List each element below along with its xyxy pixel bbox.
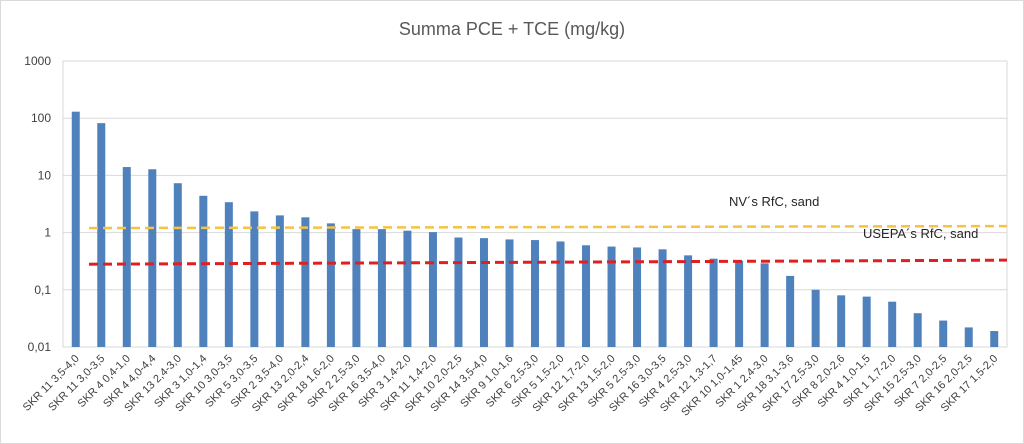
bar-25 xyxy=(709,258,718,347)
bar-16 xyxy=(479,238,488,347)
bar-26 xyxy=(735,260,744,347)
bar-33 xyxy=(913,313,922,347)
y-tick-label-2: 1 xyxy=(44,226,51,240)
y-tick-label-5: 1000 xyxy=(24,54,51,68)
bar-29 xyxy=(811,289,820,347)
bar-9 xyxy=(301,217,310,347)
y-tick-label-3: 10 xyxy=(38,168,52,182)
y-tick-label-1: 0,1 xyxy=(34,283,51,297)
bar-15 xyxy=(454,237,463,347)
bar-30 xyxy=(837,295,846,347)
bar-6 xyxy=(224,202,233,347)
bar-14 xyxy=(428,232,437,347)
reference-lines: NV´s RfC, sand USEPA´s RfC, sand xyxy=(88,194,1008,266)
bar-10 xyxy=(326,223,335,347)
bar-5 xyxy=(199,195,208,347)
bar-19 xyxy=(556,241,565,347)
bars xyxy=(71,111,999,348)
bar-36 xyxy=(990,331,999,347)
bar-21 xyxy=(607,246,616,347)
bar-24 xyxy=(684,255,693,347)
bar-12 xyxy=(377,229,386,347)
bar-11 xyxy=(352,229,361,347)
y-tick-label-4: 100 xyxy=(31,111,51,125)
bar-2 xyxy=(122,167,131,347)
bar-23 xyxy=(658,249,667,347)
bar-13 xyxy=(403,230,412,347)
bar-20 xyxy=(582,245,591,347)
bar-0 xyxy=(71,111,80,348)
bar-35 xyxy=(964,327,973,347)
bar-22 xyxy=(633,247,642,347)
bar-31 xyxy=(862,296,871,347)
bar-1 xyxy=(97,123,106,347)
bar-7 xyxy=(250,211,259,347)
chart-title: Summa PCE + TCE (mg/kg) xyxy=(399,19,625,39)
bar-17 xyxy=(505,239,514,347)
reference-line-label-1: USEPA´s RfC, sand xyxy=(863,226,978,241)
bar-34 xyxy=(939,320,948,347)
bar-32 xyxy=(888,301,897,347)
y-tick-label-0: 0,01 xyxy=(28,340,52,354)
reference-line-label-0: NV´s RfC, sand xyxy=(729,194,819,209)
bar-3 xyxy=(148,169,157,347)
bar-8 xyxy=(275,215,284,347)
y-axis-ticks: 0,01 0,1 1 10 100 1000 xyxy=(24,54,51,354)
bar-27 xyxy=(760,263,769,347)
bar-18 xyxy=(531,240,539,347)
bar-28 xyxy=(786,275,795,347)
grid-lines xyxy=(62,60,1008,348)
